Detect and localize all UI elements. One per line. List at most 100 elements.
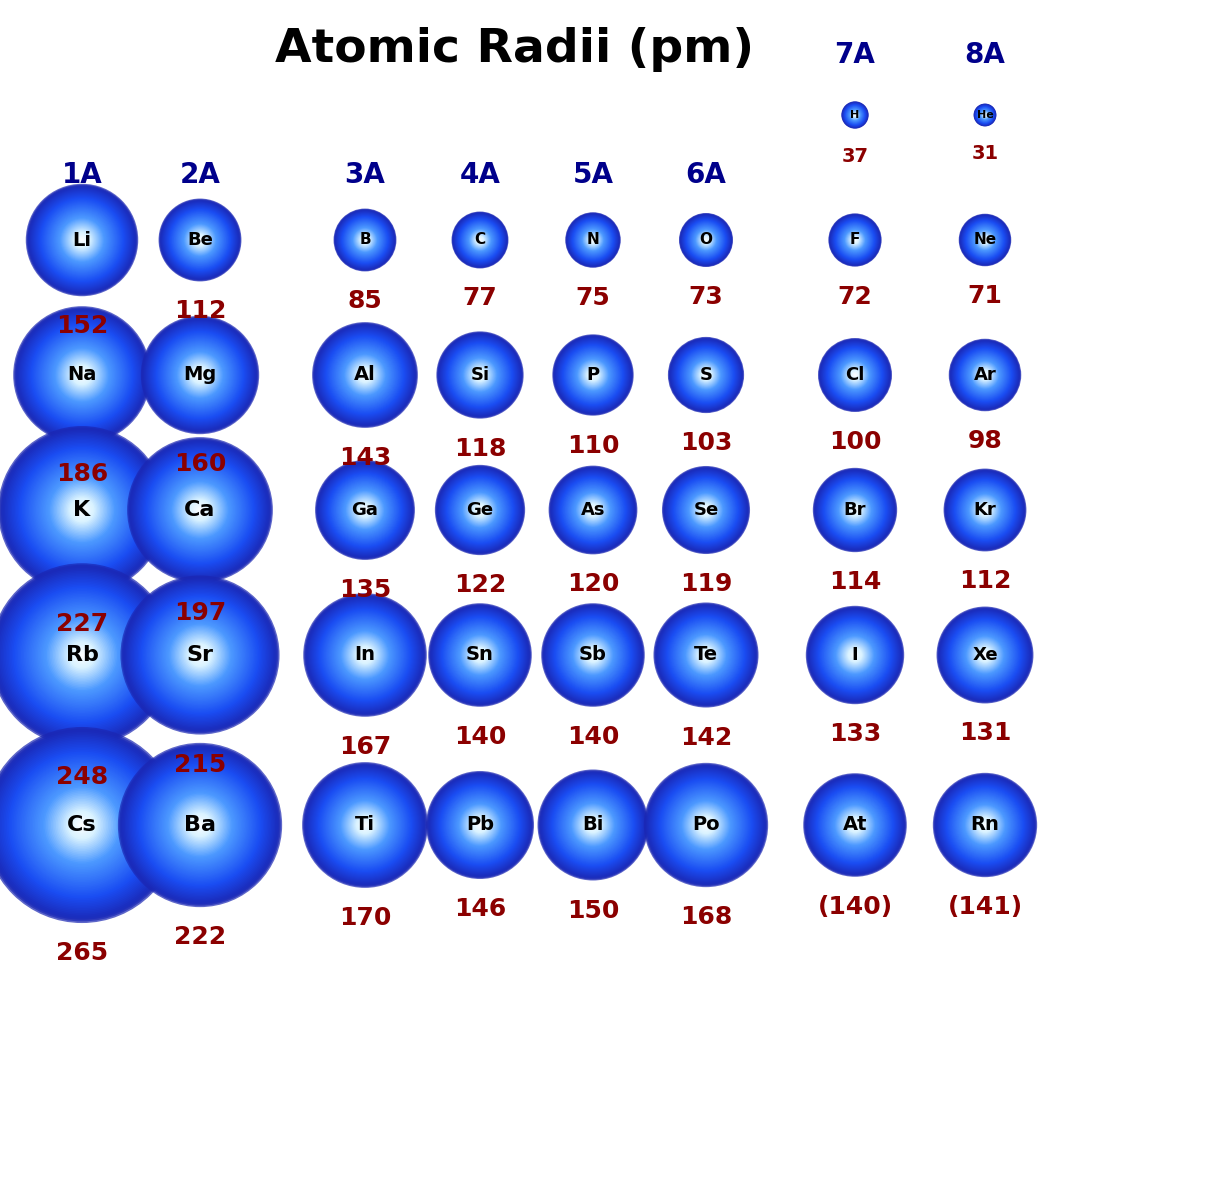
Circle shape [663, 468, 749, 552]
Circle shape [701, 649, 711, 660]
Circle shape [588, 371, 597, 379]
Circle shape [843, 103, 867, 126]
Circle shape [0, 740, 167, 910]
Circle shape [588, 821, 597, 829]
Circle shape [983, 239, 987, 241]
Circle shape [967, 223, 1002, 257]
Circle shape [436, 332, 524, 418]
Circle shape [192, 233, 207, 247]
Circle shape [958, 482, 1013, 538]
Circle shape [443, 617, 519, 692]
Circle shape [948, 618, 1022, 692]
Circle shape [830, 216, 879, 264]
Circle shape [680, 630, 732, 680]
Text: 103: 103 [679, 431, 732, 455]
Circle shape [591, 823, 595, 827]
Circle shape [188, 812, 212, 838]
Circle shape [853, 113, 857, 118]
Circle shape [351, 361, 379, 389]
Circle shape [360, 506, 369, 514]
Circle shape [195, 820, 206, 830]
Circle shape [823, 792, 888, 858]
Circle shape [118, 743, 282, 907]
Circle shape [663, 782, 749, 868]
Circle shape [461, 221, 499, 259]
Circle shape [432, 776, 528, 874]
Circle shape [473, 234, 487, 246]
Circle shape [555, 787, 631, 863]
Circle shape [842, 103, 867, 127]
Circle shape [949, 619, 1021, 691]
Circle shape [819, 340, 891, 410]
Text: 222: 222 [174, 925, 226, 949]
Circle shape [690, 224, 721, 256]
Circle shape [966, 221, 1004, 259]
Circle shape [0, 736, 172, 914]
Circle shape [584, 366, 602, 384]
Circle shape [347, 492, 384, 528]
Circle shape [558, 790, 628, 860]
Circle shape [447, 478, 512, 542]
Circle shape [40, 468, 124, 552]
Circle shape [951, 792, 1018, 858]
Circle shape [167, 206, 234, 274]
Circle shape [462, 492, 498, 528]
Circle shape [147, 602, 253, 708]
Circle shape [694, 498, 717, 522]
Circle shape [479, 239, 481, 241]
Circle shape [450, 625, 510, 685]
Circle shape [842, 362, 867, 388]
Circle shape [25, 768, 140, 882]
Circle shape [445, 475, 515, 545]
Text: Pb: Pb [466, 816, 494, 834]
Circle shape [50, 343, 114, 407]
Circle shape [315, 460, 414, 560]
Circle shape [42, 469, 123, 551]
Circle shape [353, 814, 376, 836]
Circle shape [576, 637, 611, 672]
Circle shape [573, 220, 614, 260]
Text: 248: 248 [56, 764, 108, 788]
Circle shape [976, 106, 994, 124]
Circle shape [44, 202, 120, 278]
Circle shape [841, 361, 868, 389]
Circle shape [45, 474, 119, 546]
Circle shape [571, 804, 614, 846]
Circle shape [836, 806, 874, 844]
Circle shape [576, 359, 609, 391]
Circle shape [190, 229, 211, 251]
Circle shape [0, 738, 169, 912]
Circle shape [140, 595, 260, 715]
Circle shape [672, 620, 741, 689]
Circle shape [329, 338, 402, 412]
Circle shape [467, 227, 493, 253]
Circle shape [142, 318, 257, 432]
Circle shape [562, 343, 624, 407]
Circle shape [78, 652, 85, 658]
Circle shape [153, 464, 246, 556]
Circle shape [456, 802, 504, 848]
Circle shape [362, 506, 368, 514]
Circle shape [331, 476, 400, 544]
Circle shape [847, 107, 863, 124]
Circle shape [977, 648, 992, 662]
Circle shape [705, 373, 707, 377]
Circle shape [337, 628, 392, 683]
Circle shape [454, 348, 506, 402]
Circle shape [559, 622, 626, 689]
Circle shape [457, 487, 503, 533]
Circle shape [683, 486, 729, 534]
Circle shape [687, 221, 726, 259]
Circle shape [808, 778, 902, 872]
Circle shape [162, 202, 239, 278]
Circle shape [333, 623, 397, 686]
Circle shape [28, 601, 136, 708]
Circle shape [702, 822, 709, 828]
Circle shape [463, 809, 497, 841]
Circle shape [943, 784, 1026, 866]
Circle shape [359, 235, 370, 245]
Circle shape [430, 606, 530, 704]
Circle shape [360, 650, 369, 659]
Circle shape [956, 481, 1014, 539]
Circle shape [677, 346, 736, 404]
